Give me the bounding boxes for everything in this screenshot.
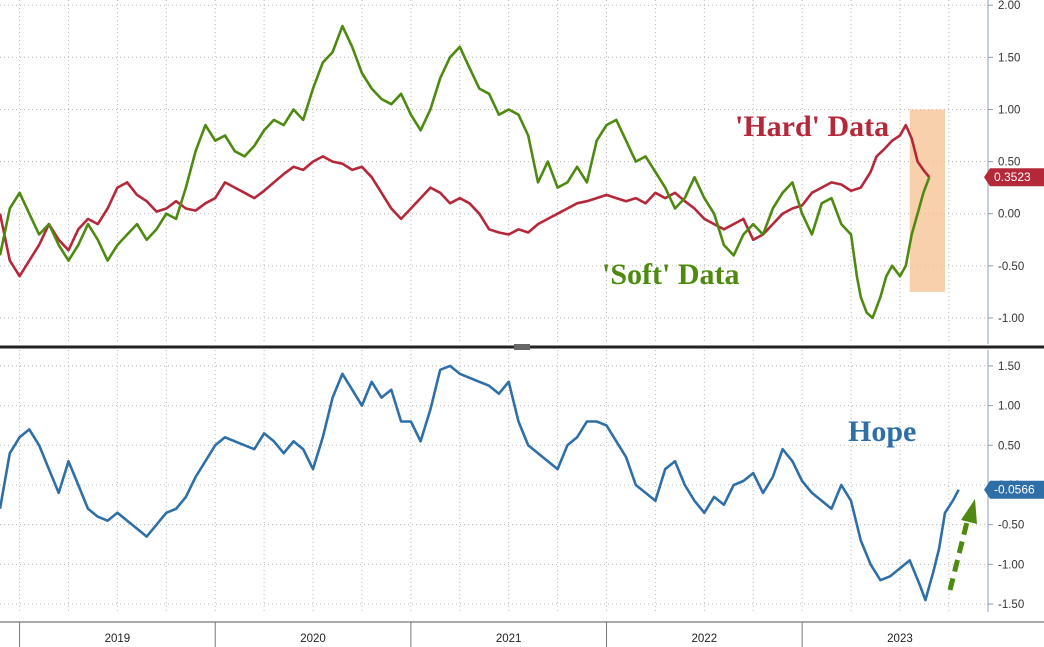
x-tick-label: 2021 — [496, 633, 522, 645]
series-line-hope — [0, 364, 960, 602]
y-tick-label: 0.50 — [998, 440, 1020, 452]
series-line-hard-data — [0, 123, 931, 278]
y-tick-label: 1.00 — [998, 401, 1020, 413]
last-value-badge — [984, 168, 1044, 187]
x-tick-label: 2020 — [300, 633, 326, 645]
series-annotation: 'Hard' Data — [735, 110, 889, 143]
series-line-soft-data — [0, 24, 931, 320]
x-axis: 2019 2020 2021 2022 2023 — [0, 621, 1044, 647]
series-annotation: Hope — [848, 415, 916, 448]
last-value-badge — [984, 480, 1044, 499]
last-value-text: -0.0566 — [994, 483, 1035, 497]
y-tick-label: 2.00 — [998, 0, 1020, 12]
y-tick-label: 1.50 — [998, 52, 1020, 64]
y-tick-label: 0.00 — [998, 209, 1020, 221]
y-tick-label: -1.00 — [998, 559, 1024, 571]
y-tick-label: -1.50 — [998, 599, 1024, 611]
last-value-text: 0.3523 — [994, 170, 1031, 184]
x-tick-label: 2019 — [105, 633, 131, 645]
panel-divider-grip[interactable] — [514, 344, 530, 350]
highlight-band — [909, 109, 945, 292]
x-tick-label: 2022 — [692, 633, 718, 645]
trend-arrow-shaft — [947, 517, 971, 591]
bottom-panel: 1.501.000.500.00-0.50-1.00-1.50Hope-0.05… — [0, 350, 1044, 612]
y-tick-label: 1.50 — [998, 361, 1020, 373]
y-tick-label: -0.50 — [998, 520, 1024, 532]
y-tick-label: -0.50 — [998, 261, 1024, 273]
y-tick-label: -1.00 — [998, 313, 1024, 325]
x-tick-label: 2023 — [887, 633, 913, 645]
trend-arrow-head — [961, 499, 977, 524]
series-annotation: 'Soft' Data — [602, 258, 740, 291]
y-tick-label: 0.50 — [998, 157, 1020, 169]
top-panel: 2.00 1.50 1.00 0.50 0.00 -0.50 -1.00 'Hard' Dat… — [0, 0, 1044, 344]
y-tick-label: 1.00 — [998, 104, 1020, 116]
